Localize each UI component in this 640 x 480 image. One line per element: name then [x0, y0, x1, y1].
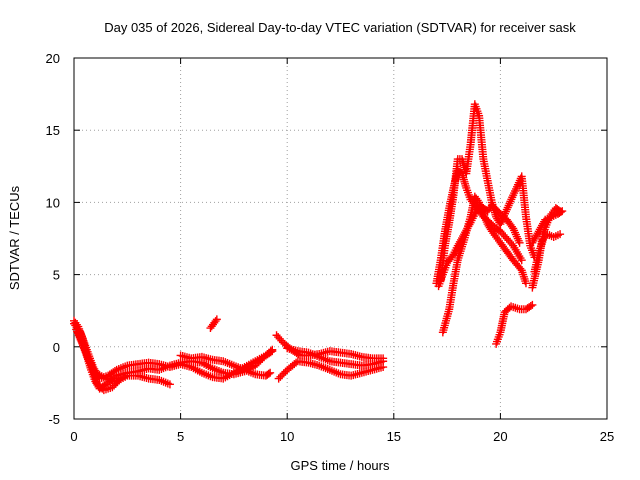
plot-border: [73, 57, 608, 420]
data-point: [266, 368, 275, 377]
data-point: [292, 358, 301, 367]
axis-ticks: [73, 57, 608, 420]
data-point: [556, 208, 565, 217]
data-point: [212, 315, 221, 324]
x-tick-label: 15: [387, 429, 401, 444]
data-point: [515, 238, 524, 247]
x-axis-label: GPS time / hours: [291, 458, 390, 473]
x-tick-label: 5: [177, 429, 184, 444]
grid-lines: [74, 58, 607, 419]
chart-title: Day 035 of 2026, Sidereal Day-to-day VTE…: [104, 20, 576, 35]
x-tick-labels: 0 5 10 15 20 25: [70, 429, 614, 444]
data-points: [70, 100, 567, 395]
data-point: [558, 207, 567, 216]
data-point: [517, 256, 526, 265]
x-tick-label: 25: [600, 429, 614, 444]
x-tick-label: 20: [493, 429, 507, 444]
y-tick-label: 5: [53, 268, 60, 283]
x-tick-label: 10: [280, 429, 294, 444]
data-point: [556, 230, 565, 239]
data-point: [526, 302, 535, 311]
data-point: [266, 348, 275, 357]
y-tick-label: 15: [46, 123, 60, 138]
x-tick-label: 0: [70, 429, 77, 444]
data-point: [165, 380, 174, 389]
data-point: [264, 369, 273, 378]
data-point: [521, 279, 530, 288]
y-tick-labels: -5 0 5 10 15 20: [46, 51, 60, 427]
data-point: [274, 374, 283, 383]
y-tick-label: 0: [53, 340, 60, 355]
data-point: [110, 381, 119, 390]
y-axis-label: SDTVAR / TECUs: [7, 185, 22, 290]
data-point: [528, 300, 537, 309]
data-point: [473, 196, 482, 205]
data-point: [211, 317, 220, 326]
data-point: [465, 220, 474, 229]
data-point: [268, 347, 277, 356]
data-point: [278, 371, 287, 380]
y-tick-label: 20: [46, 51, 60, 66]
data-point: [379, 357, 388, 366]
data-point: [111, 379, 120, 388]
data-point: [116, 374, 125, 383]
data-point: [279, 369, 288, 378]
data-point: [276, 372, 285, 381]
data-point: [115, 376, 124, 385]
data-point: [108, 383, 117, 392]
data-point: [113, 378, 122, 387]
y-tick-label: -5: [48, 412, 60, 427]
y-tick-label: 10: [46, 195, 60, 210]
